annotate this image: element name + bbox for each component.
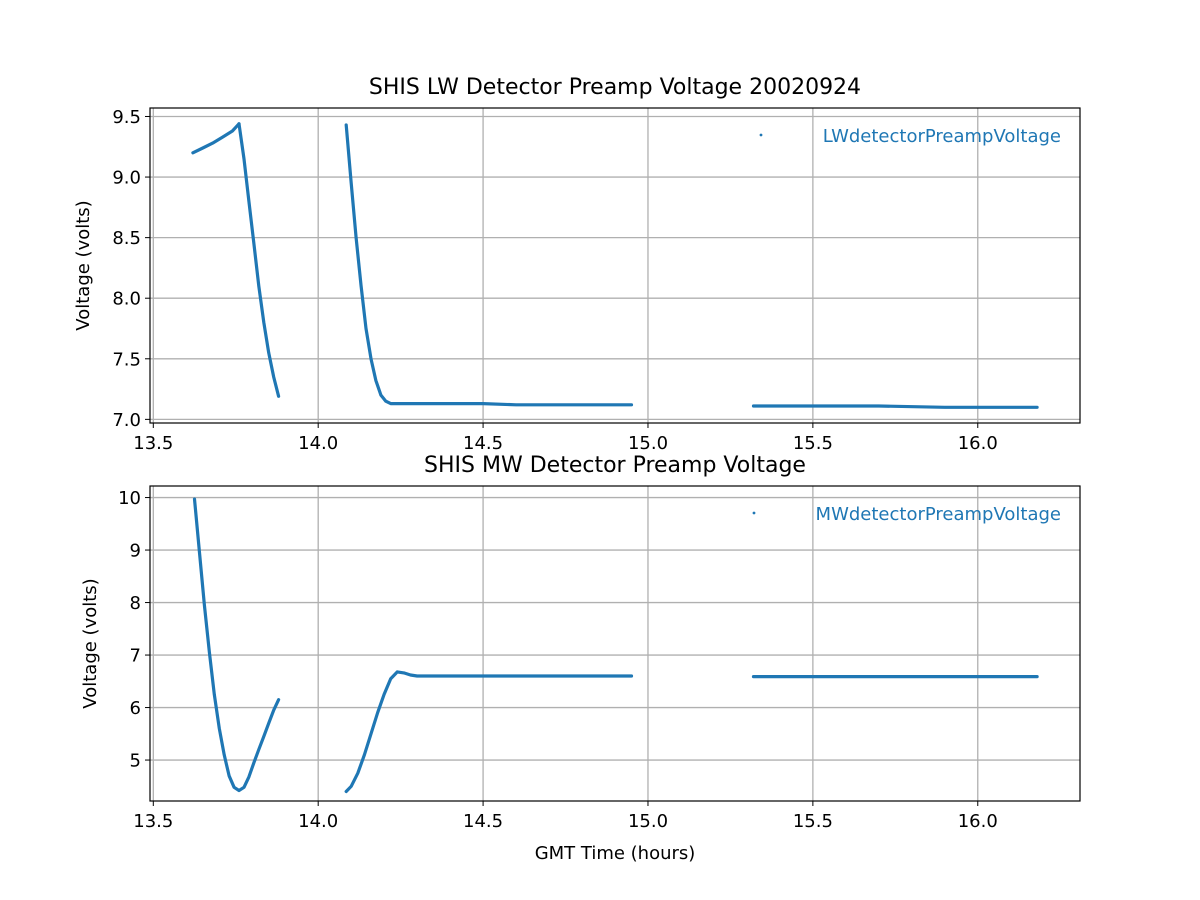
mw-voltage-subplot: 13.5 14.0 14.5 15.0 15.5 16.0 5 6 7 8 9 10 SHIS MW… xyxy=(80,453,1081,864)
mw-grid xyxy=(150,486,1080,801)
lw-legend-label: LWdetectorPreampVoltage xyxy=(823,126,1061,147)
mw-data-segment xyxy=(344,670,634,794)
mw-y-tick-label: 5 xyxy=(130,751,141,772)
lw-voltage-subplot: 13.5 14.0 14.5 15.0 15.5 16.0 7.0 7.5 8.0 8.5 9.0… xyxy=(73,75,1081,454)
lw-x-tick-label: 15.5 xyxy=(793,433,833,454)
mw-legend: MWdetectorPreampVoltage xyxy=(752,504,1061,525)
mw-x-tick-label: 14.5 xyxy=(463,811,503,832)
lw-chart-title: SHIS LW Detector Preamp Voltage 20020924 xyxy=(369,75,861,100)
lw-y-tick-label: 8.5 xyxy=(112,228,141,249)
mw-legend-label: MWdetectorPreampVoltage xyxy=(816,504,1061,525)
lw-y-tick-label: 7.5 xyxy=(112,349,141,370)
mw-x-tick-label: 15.0 xyxy=(628,811,668,832)
mw-legend-marker xyxy=(752,511,756,515)
mw-x-tick-label: 13.5 xyxy=(133,811,173,832)
mw-x-ticks: 13.5 14.0 14.5 15.0 15.5 16.0 xyxy=(133,801,998,832)
mw-y-tick-label: 7 xyxy=(130,646,141,667)
lw-x-ticks: 13.5 14.0 14.5 15.0 15.5 16.0 xyxy=(133,423,998,454)
lw-y-tick-label: 9.5 xyxy=(112,107,141,128)
mw-chart-title: SHIS MW Detector Preamp Voltage xyxy=(424,453,806,478)
lw-y-tick-label: 7.0 xyxy=(112,410,141,431)
mw-data-points xyxy=(192,497,1039,794)
lw-data-segment xyxy=(191,122,241,155)
lw-y-ticks: 7.0 7.5 8.0 8.5 9.0 9.5 xyxy=(112,107,150,431)
lw-x-tick-label: 14.0 xyxy=(298,433,338,454)
lw-grid xyxy=(150,108,1080,423)
mw-y-tick-label: 6 xyxy=(130,698,141,719)
mw-x-tick-label: 15.5 xyxy=(793,811,833,832)
lw-data-segment xyxy=(344,123,634,407)
lw-x-tick-label: 13.5 xyxy=(133,433,173,454)
lw-data-points xyxy=(191,122,1039,409)
lw-data-segment xyxy=(237,122,281,398)
x-axis-label: GMT Time (hours) xyxy=(535,843,696,864)
lw-x-tick-label: 14.5 xyxy=(463,433,503,454)
lw-data-segment xyxy=(751,404,1039,409)
lw-legend: LWdetectorPreampVoltage xyxy=(759,126,1061,147)
mw-y-axis-label: Voltage (volts) xyxy=(80,578,101,708)
mw-x-tick-label: 16.0 xyxy=(958,811,998,832)
mw-x-tick-label: 14.0 xyxy=(298,811,338,832)
mw-y-tick-label: 10 xyxy=(118,488,141,509)
mw-y-tick-label: 8 xyxy=(130,593,141,614)
lw-x-tick-label: 16.0 xyxy=(958,433,998,454)
mw-y-tick-label: 9 xyxy=(130,541,141,562)
lw-legend-marker xyxy=(759,133,763,137)
mw-axes-frame xyxy=(149,485,1081,802)
lw-y-tick-label: 9.0 xyxy=(112,168,141,189)
lw-x-tick-label: 15.0 xyxy=(628,433,668,454)
lw-y-axis-label: Voltage (volts) xyxy=(73,200,94,330)
lw-y-tick-label: 8.0 xyxy=(112,289,141,310)
mw-y-ticks: 5 6 7 8 9 10 xyxy=(118,488,150,772)
mw-data-segment xyxy=(192,497,281,793)
lw-axes-frame xyxy=(149,107,1081,424)
